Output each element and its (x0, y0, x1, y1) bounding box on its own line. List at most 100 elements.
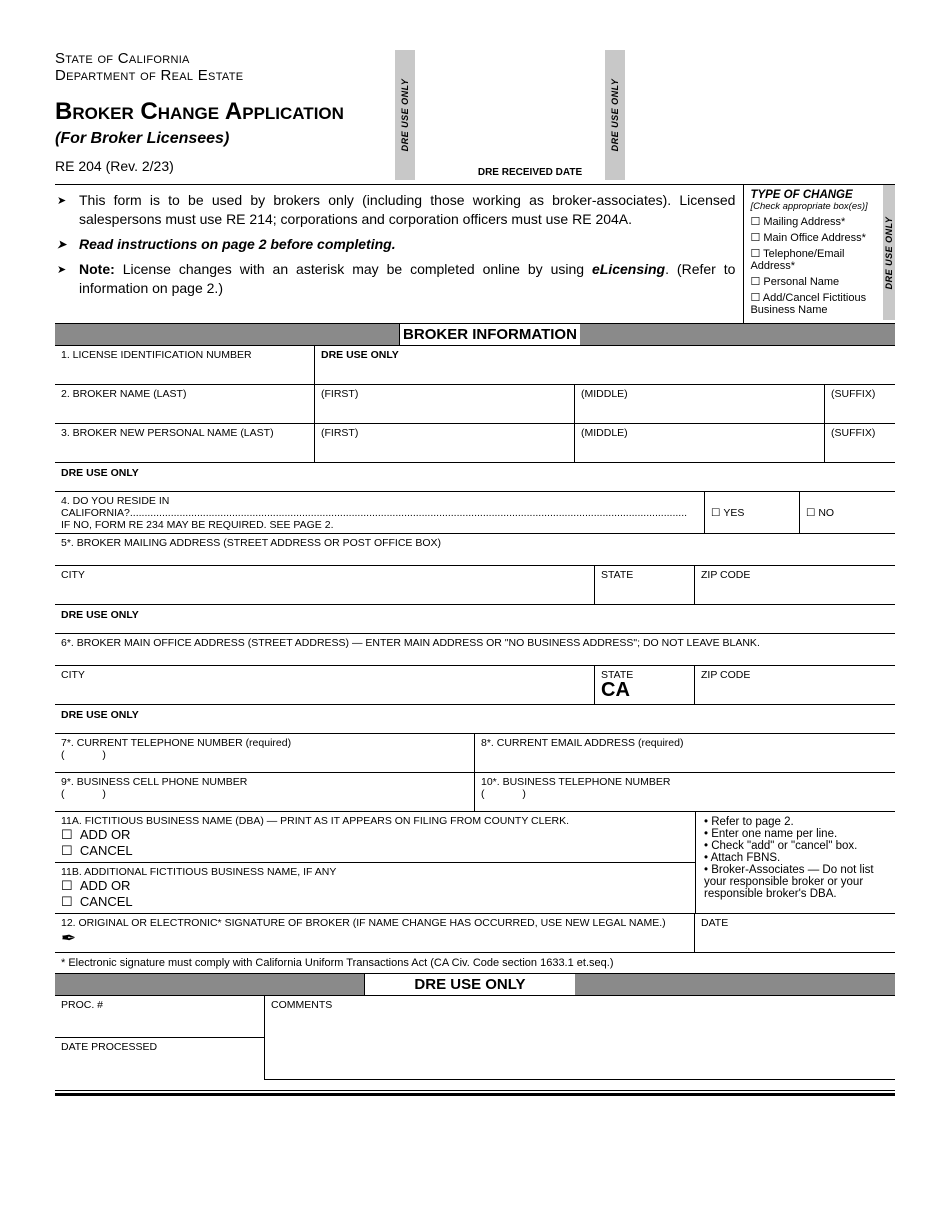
field-reside-q: 4. DO YOU RESIDE IN CALIFORNIA?.........… (55, 492, 705, 533)
dre-use-only-strip-3: DRE USE ONLY (883, 185, 895, 320)
dre-use-only-label-3: DRE USE ONLY (884, 216, 894, 289)
bottom-table: PROC. # DATE PROCESSED COMMENTS (55, 996, 895, 1080)
section-bar-dre-title: DRE USE ONLY (365, 974, 575, 995)
field-mailing-state[interactable]: STATE (595, 566, 695, 604)
field-bizcell[interactable]: 9*. BUSINESS CELL PHONE NUMBER ( ) (55, 773, 475, 811)
fnote-3: Attach FBNS. (711, 852, 781, 864)
intro-bullet-1-text: This form is to be used by brokers only … (79, 192, 735, 227)
field-suffix-label: (SUFFIX) (831, 388, 875, 400)
zip-label-2: ZIP CODE (701, 669, 750, 681)
intro-and-toc: This form is to be used by brokers only … (55, 184, 895, 323)
type-of-change-box: TYPE OF CHANGE [Check appropriate box(es… (743, 185, 883, 323)
field-last-name[interactable]: 2. BROKER NAME (LAST) (55, 385, 315, 423)
fnote-0: Refer to page 2. (711, 816, 793, 828)
field-date-processed: DATE PROCESSED (55, 1038, 265, 1080)
field-mailing-zip[interactable]: ZIP CODE (695, 566, 895, 604)
field-bizcell-label: 9*. BUSINESS CELL PHONE NUMBER (61, 776, 468, 788)
dre-use-only-strip-2: DRE USE ONLY (605, 50, 625, 180)
field-license-id-label: 1. LICENSE IDENTIFICATION NUMBER (61, 349, 308, 361)
field-11a[interactable]: 11A. FICTITIOUS BUSINESS NAME (DBA) — PR… (55, 812, 695, 863)
checkbox-yes[interactable]: ☐ YES (705, 492, 800, 533)
11a-add-label[interactable]: ADD OR (80, 827, 131, 842)
row-mainoffice-csz: CITY STATE CA ZIP CODE (55, 666, 895, 705)
esig-footnote: * Electronic signature must comply with … (55, 953, 895, 973)
field-bizcell-paren: ( ) (61, 788, 468, 800)
11a-cancel-label[interactable]: CANCEL (80, 843, 133, 858)
row-fictitious: 11A. FICTITIOUS BUSINESS NAME (DBA) — PR… (55, 812, 895, 914)
row-new-name: 3. BROKER NEW PERSONAL NAME (LAST) (FIRS… (55, 424, 895, 463)
checkbox-yes-label: YES (723, 507, 744, 519)
field-biztel-paren: ( ) (481, 788, 889, 800)
header-block: State of California Department of Real E… (55, 50, 895, 180)
field-new-middle-label: (MIDDLE) (581, 427, 628, 439)
field-license-id[interactable]: 1. LICENSE IDENTIFICATION NUMBER (55, 346, 315, 384)
field-mainoffice-label: 6*. BROKER MAIN OFFICE ADDRESS (STREET A… (61, 637, 760, 649)
field-comments: COMMENTS (265, 996, 895, 1080)
form-number: RE 204 (Rev. 2/23) (55, 158, 395, 174)
field-proc-no: PROC. # (55, 996, 265, 1038)
field-new-middle[interactable]: (MIDDLE) (575, 424, 825, 462)
field-last-name-label: 2. BROKER NAME (LAST) (61, 388, 186, 400)
field-new-last-label: 3. BROKER NEW PERSONAL NAME (LAST) (61, 427, 274, 439)
state-ca-value: CA (601, 679, 688, 702)
field-license-dre: DRE USE ONLY (315, 346, 895, 384)
dept-line: Department of Real Estate (55, 67, 395, 84)
field-new-suffix[interactable]: (SUFFIX) (825, 424, 895, 462)
state-label-1: STATE (601, 569, 633, 581)
field-new-first-label: (FIRST) (321, 427, 358, 439)
field-first-name[interactable]: (FIRST) (315, 385, 575, 423)
fnote-2: Check "add" or "cancel" box. (711, 840, 857, 852)
field-telephone-label: 7*. CURRENT TELEPHONE NUMBER (required) (61, 737, 468, 749)
toc-checkbox-personalname[interactable]: Personal Name (750, 275, 877, 288)
field-mailing-city[interactable]: CITY (55, 566, 595, 604)
section-bar-dre-right (575, 974, 895, 995)
field-mainoffice-zip[interactable]: ZIP CODE (695, 666, 895, 704)
section-bar-broker-info: BROKER INFORMATION (55, 323, 895, 346)
row-signature: 12. ORIGINAL OR ELECTRONIC* SIGNATURE OF… (55, 914, 895, 953)
dre-only-strip-b: DRE USE ONLY (55, 605, 895, 634)
toc-checkbox-phoneemail[interactable]: Telephone/Email Address* (750, 247, 877, 272)
11b-add-label[interactable]: ADD OR (80, 878, 131, 893)
field-new-suffix-label: (SUFFIX) (831, 427, 875, 439)
field-11b[interactable]: 11B. ADDITIONAL FICTITIOUS BUSINESS NAME… (55, 863, 695, 913)
field-mainoffice-city[interactable]: CITY (55, 666, 595, 704)
field-biztel-label: 10*. BUSINESS TELEPHONE NUMBER (481, 776, 889, 788)
dre-only-strip-a: DRE USE ONLY (55, 463, 895, 492)
field-mailing-addr[interactable]: 5*. BROKER MAILING ADDRESS (STREET ADDRE… (55, 534, 895, 566)
pen-icon: ✒ (61, 929, 688, 947)
field-suffix[interactable]: (SUFFIX) (825, 385, 895, 423)
row-phone-email: 7*. CURRENT TELEPHONE NUMBER (required) … (55, 734, 895, 773)
form-title: Broker Change Application (55, 98, 395, 126)
toc-checkbox-fictname[interactable]: Add/Cancel Fictitious Business Name (750, 291, 877, 316)
form-page: State of California Department of Real E… (0, 0, 950, 1136)
field-new-last[interactable]: 3. BROKER NEW PERSONAL NAME (LAST) (55, 424, 315, 462)
fictitious-left: 11A. FICTITIOUS BUSINESS NAME (DBA) — PR… (55, 812, 695, 913)
bottom-left-col: PROC. # DATE PROCESSED (55, 996, 265, 1080)
11b-cancel-label[interactable]: CANCEL (80, 894, 133, 909)
received-date-col: DRE RECEIVED DATE (455, 50, 605, 180)
field-biztel[interactable]: 10*. BUSINESS TELEPHONE NUMBER ( ) (475, 773, 895, 811)
field-signature[interactable]: 12. ORIGINAL OR ELECTRONIC* SIGNATURE OF… (55, 914, 695, 952)
intro-bullet-3a: License changes with an asterisk may be … (115, 261, 592, 277)
checkbox-no[interactable]: ☐ NO (800, 492, 895, 533)
field-telephone[interactable]: 7*. CURRENT TELEPHONE NUMBER (required) … (55, 734, 475, 772)
toc-checkbox-mainoffice[interactable]: Main Office Address* (750, 231, 877, 244)
dre-only-strip-c: DRE USE ONLY (55, 705, 895, 734)
field-signature-label: 12. ORIGINAL OR ELECTRONIC* SIGNATURE OF… (61, 917, 688, 929)
field-mainoffice-state: STATE CA (595, 666, 695, 704)
dre-use-only-strip-1: DRE USE ONLY (395, 50, 415, 180)
field-middle-name-label: (MIDDLE) (581, 388, 628, 400)
fnote-1: Enter one name per line. (711, 828, 837, 840)
intro-bullet-3: Note: License changes with an asterisk m… (79, 260, 735, 298)
field-email-label: 8*. CURRENT EMAIL ADDRESS (required) (481, 737, 889, 749)
zip-label-1: ZIP CODE (701, 569, 750, 581)
field-date[interactable]: DATE (695, 914, 895, 952)
city-label-2: CITY (61, 669, 85, 681)
state-line: State of California (55, 50, 395, 67)
field-email[interactable]: 8*. CURRENT EMAIL ADDRESS (required) (475, 734, 895, 772)
toc-checkbox-mailing[interactable]: Mailing Address* (750, 215, 877, 228)
field-middle-name[interactable]: (MIDDLE) (575, 385, 825, 423)
field-new-first[interactable]: (FIRST) (315, 424, 575, 462)
section-bar-right (580, 324, 895, 345)
field-mainoffice-addr[interactable]: 6*. BROKER MAIN OFFICE ADDRESS (STREET A… (55, 634, 895, 666)
